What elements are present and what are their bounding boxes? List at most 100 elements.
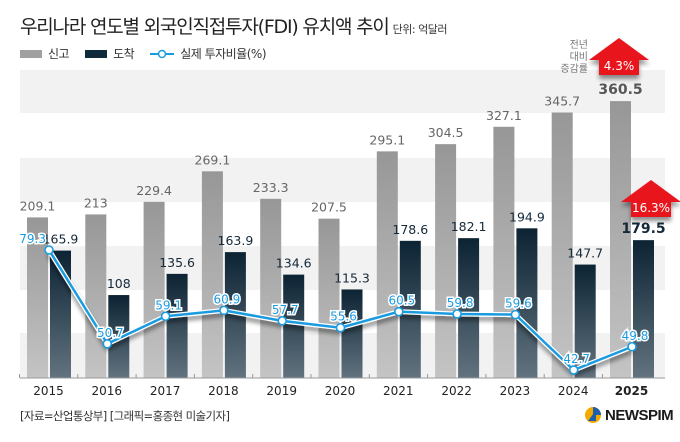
- ratio-label-2022: 59.8: [447, 296, 474, 310]
- change-arrow-report: [589, 38, 649, 75]
- change-label-line: 전년: [570, 39, 588, 51]
- bar-report-2019: [260, 198, 282, 378]
- unit-label: 단위: 억달러: [392, 23, 448, 36]
- label-report-2024: 345.7: [544, 94, 580, 109]
- bar-report-2018: [201, 171, 223, 378]
- ratio-label-2024: 42.7: [563, 352, 590, 366]
- bar-report-2017: [143, 201, 165, 378]
- ratio-point-2019: [277, 316, 288, 326]
- legend-swatch-report: [20, 49, 42, 58]
- label-arrival-2021: 178.6: [392, 222, 428, 237]
- label-report-2019: 233.3: [253, 180, 289, 195]
- ratio-point-2016: [102, 339, 113, 349]
- ratio-label-2020: 55.6: [330, 310, 357, 324]
- change-label-line: 대비: [570, 51, 588, 63]
- bar-report-2022: [435, 144, 457, 378]
- label-arrival-2019: 134.6: [276, 256, 312, 271]
- x-tick-label-2024: 2024: [558, 384, 589, 398]
- bar-report-2021: [376, 151, 398, 378]
- change-arrow-report-text: 4.3%: [604, 59, 635, 73]
- label-report-2021: 295.1: [369, 132, 405, 147]
- bar-arrival-2023: [516, 228, 538, 378]
- bar-arrival-2017: [166, 273, 188, 378]
- bar-arrival-2018: [224, 252, 246, 378]
- ratio-label-2015: 79.3: [19, 232, 46, 246]
- label-report-2025: 360.5: [598, 82, 642, 98]
- bar-arrival-2022: [458, 238, 480, 378]
- ratio-label-2023: 59.6: [505, 297, 532, 311]
- change-arrow-arrival-text: 16.3%: [632, 201, 670, 215]
- x-tick-label-2023: 2023: [500, 384, 531, 398]
- ratio-point-2020: [335, 322, 346, 333]
- ratio-label-2018: 60.9: [214, 292, 241, 306]
- x-tick-label-2021: 2021: [383, 384, 414, 398]
- x-tick-label-2019: 2019: [266, 384, 297, 398]
- change-label-line: 증감률: [560, 63, 588, 75]
- label-arrival-2024: 147.7: [567, 246, 603, 261]
- ratio-point-2025: [627, 341, 637, 352]
- legend-label-arrival: 도착: [113, 47, 135, 61]
- label-report-2018: 269.1: [195, 152, 231, 167]
- ratio-point-2018: [219, 305, 229, 316]
- ratio-label-2017: 59.1: [155, 298, 182, 312]
- ratio-label-2021: 60.5: [388, 294, 415, 308]
- logo-text: NEWSPIM: [605, 406, 674, 424]
- bar-arrival-2015: [50, 250, 71, 378]
- bar-arrival-2024: [574, 264, 596, 378]
- bar-report-2020: [318, 218, 340, 378]
- legend-label-report: 신고: [48, 47, 70, 61]
- ratio-point-2024: [568, 365, 579, 375]
- bar-arrival-2025: [633, 240, 654, 378]
- ratio-label-2025: 49.8: [622, 329, 649, 343]
- ratio-point-2017: [160, 311, 171, 322]
- legend-label-ratio: 실제 투자비율(%): [180, 47, 267, 61]
- label-arrival-2018: 163.9: [218, 233, 254, 248]
- x-tick-label-2015: 2015: [33, 384, 64, 398]
- label-arrival-2017: 135.6: [159, 255, 195, 270]
- label-arrival-2020: 115.3: [334, 270, 370, 285]
- ratio-point-2022: [452, 309, 462, 319]
- label-report-2022: 304.5: [428, 125, 464, 140]
- bar-arrival-2021: [399, 240, 421, 378]
- background-band: [20, 70, 665, 113]
- change-arrow-arrival: [621, 180, 680, 217]
- bar-arrival-2020: [341, 289, 363, 378]
- title-text: 우리나라 연도별 외국인직접투자(FDI) 유치액 추이: [20, 16, 390, 38]
- ratio-point-2023: [510, 309, 521, 320]
- bar-report-2016: [85, 214, 107, 378]
- change-arrow-arrival-icon: [621, 180, 680, 217]
- newspim-logo: NEWSPIM: [584, 406, 674, 424]
- bar-arrival-2019: [283, 274, 305, 378]
- bar-report-2023: [493, 126, 515, 378]
- ratio-label-2016: 50.7: [97, 326, 124, 340]
- change-arrow-report-icon: [589, 38, 649, 75]
- label-arrival-2025: 179.5: [621, 221, 665, 237]
- label-arrival-2023: 194.9: [509, 209, 545, 224]
- source-credit: [자료=산업통상부] [그래픽=홍종현 미술기자]: [20, 409, 230, 423]
- legend-line-marker-icon: [150, 49, 175, 58]
- label-arrival-2016: 108: [107, 276, 131, 291]
- label-arrival-2015: 165.9: [43, 232, 79, 247]
- x-tick-label-2017: 2017: [150, 384, 181, 398]
- bar-report-2015: [27, 217, 48, 378]
- x-tick-label-2022: 2022: [441, 384, 472, 398]
- label-report-2017: 229.4: [136, 183, 172, 198]
- label-arrival-2022: 182.1: [451, 219, 487, 234]
- x-tick-label-2025: 2025: [615, 384, 648, 398]
- legend: 신고 도착 실제 투자비율(%): [20, 45, 267, 62]
- ratio-point-2021: [393, 306, 404, 317]
- label-report-2015: 209.1: [20, 198, 56, 213]
- x-tick-label-2020: 2020: [325, 384, 356, 398]
- label-report-2020: 207.5: [311, 200, 347, 215]
- bar-report-2025: [610, 101, 631, 379]
- ratio-label-2019: 57.7: [272, 303, 299, 317]
- label-report-2016: 213: [84, 195, 108, 210]
- ratio-point-2015: [44, 245, 54, 255]
- newspim-logo-icon: [585, 407, 601, 423]
- x-tick-label-2016: 2016: [92, 384, 123, 398]
- bar-report-2024: [551, 112, 573, 378]
- legend-swatch-arrival: [85, 49, 108, 58]
- label-report-2023: 327.1: [486, 108, 522, 123]
- x-tick-label-2018: 2018: [208, 384, 239, 398]
